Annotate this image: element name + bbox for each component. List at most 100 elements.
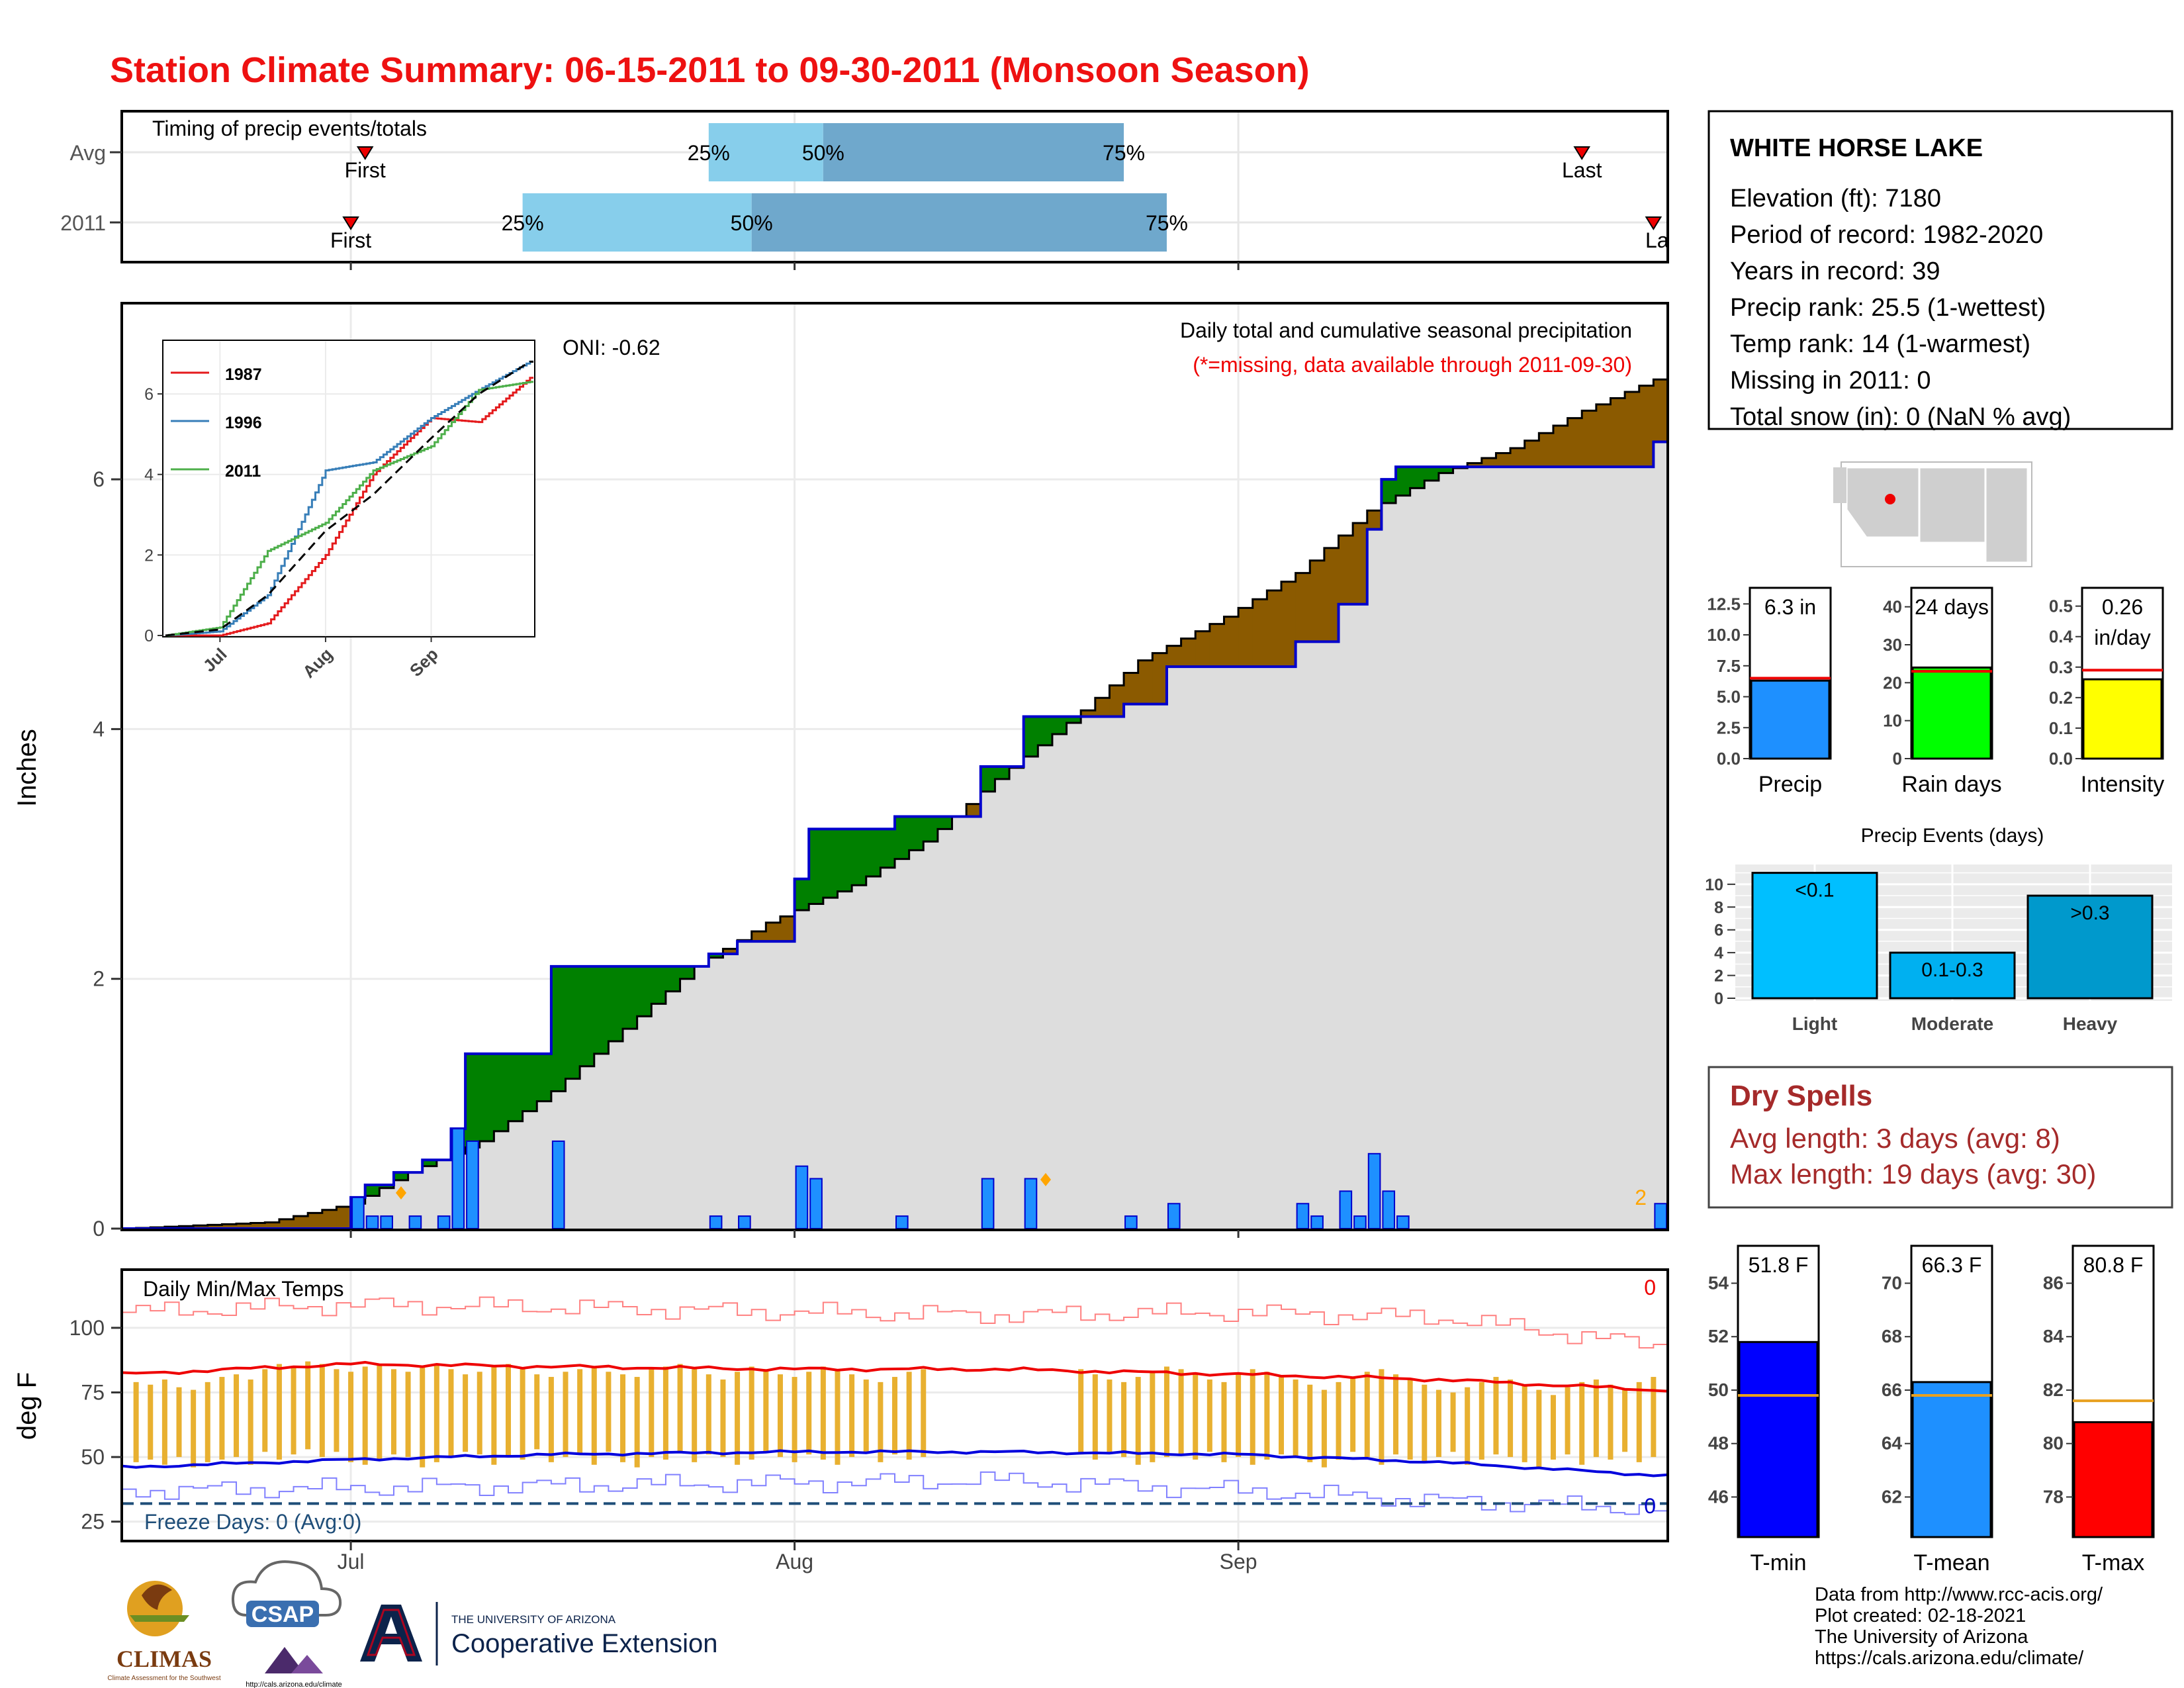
2011-iqr-high-band xyxy=(751,193,1167,252)
daily-temp-range-bar xyxy=(1121,1382,1127,1458)
avg-iqr-low-band xyxy=(708,123,823,181)
gauge-ytick-label: 0.3 xyxy=(2049,657,2073,677)
month-xtick-label: Aug xyxy=(776,1550,813,1573)
gauge-ytick-label: 62 xyxy=(1882,1486,1902,1507)
events-bar-label: <0.1 xyxy=(1795,880,1834,902)
gauge-ytick-label: 70 xyxy=(1882,1273,1902,1293)
deficit-segment xyxy=(1567,418,1582,467)
daily-temp-range-bar xyxy=(591,1366,597,1465)
surplus-segment xyxy=(1038,716,1053,745)
gauge-category-label: Rain days xyxy=(1901,772,2001,797)
daily-temp-range-bar xyxy=(620,1374,626,1462)
surplus-segment xyxy=(508,1053,523,1121)
surplus-segment xyxy=(895,816,910,859)
precip-panel: 2 Daily total and cumulative seasonal pr… xyxy=(13,302,1669,1241)
new-mexico-shape xyxy=(1918,466,1987,544)
gauge-ytick-label: 0.0 xyxy=(1717,749,1741,769)
2011-q50-label: 50% xyxy=(731,211,773,235)
precip-ytick-label: 2 xyxy=(93,967,105,991)
surplus-segment xyxy=(708,953,724,958)
daily-temp-range-bar xyxy=(692,1369,698,1462)
locator-map xyxy=(1833,461,2032,567)
gauge-value-label: 0.26 xyxy=(2102,595,2143,619)
temp-y-axis: 25 50 75 100 xyxy=(69,1316,122,1534)
daily-temp-range-bar xyxy=(1493,1377,1499,1455)
deficit-segment xyxy=(766,922,781,942)
temperature-panel: Daily Min/Max Temps 0 0 Freeze Days: 0 (… xyxy=(13,262,1669,1573)
avg-first-marker xyxy=(356,146,374,160)
daily-temp-range-bar xyxy=(534,1374,540,1450)
temp-lines xyxy=(121,1296,1668,1515)
daily-temp-range-bar xyxy=(390,1369,396,1455)
inset-series xyxy=(165,360,533,637)
deficit-segment xyxy=(1625,392,1640,467)
deficit-segment xyxy=(279,1219,295,1229)
deficit-segment xyxy=(1524,440,1539,467)
daily-temp-range-bar xyxy=(1465,1387,1471,1465)
daily-temp-range-bar xyxy=(463,1374,469,1452)
gauge-value-label: 66.3 F xyxy=(1922,1253,1982,1277)
events-bar-moderate xyxy=(1889,951,2016,1000)
arizona-a-mark xyxy=(360,1605,422,1662)
daily-temp-range-bar xyxy=(1135,1377,1141,1465)
events-bar-label: 0.1-0.3 xyxy=(1921,959,1983,981)
deficit-segment xyxy=(193,1225,208,1229)
daily-temp-range-bar xyxy=(1236,1374,1242,1458)
figure-title: Station Climate Summary: 06-15-2011 to 0… xyxy=(110,50,1310,90)
deficit-segment xyxy=(1081,710,1096,717)
surplus-segment xyxy=(551,966,567,1092)
temp-y-axis-label: deg F xyxy=(13,1372,42,1440)
csap-mountain xyxy=(265,1647,304,1673)
climas-emblem-ground xyxy=(130,1615,189,1622)
precip-y-axis: 0 2 4 6 xyxy=(93,467,122,1241)
daily-temp-range-bar xyxy=(892,1377,897,1455)
deficit-segment xyxy=(1267,590,1282,667)
deficit-segment xyxy=(1496,453,1511,467)
inset-gridlines xyxy=(164,342,533,636)
daily-precip-bar xyxy=(1382,1190,1396,1229)
daily-temp-range-bar xyxy=(720,1379,726,1458)
csap-badge xyxy=(246,1601,319,1627)
daily-precip-bar xyxy=(408,1215,422,1229)
station-info-frame xyxy=(1707,110,2173,430)
surplus-segment xyxy=(1424,467,1439,481)
daily-temp-range-bar xyxy=(1107,1379,1113,1452)
surplus-segment xyxy=(522,1053,537,1111)
gauge-value-label: 24 days xyxy=(1915,595,1989,619)
deficit-segment xyxy=(1467,463,1482,467)
inset-ytick-label: 2 xyxy=(144,546,154,565)
station-name: WHITE HORSE LAKE xyxy=(1730,134,1983,162)
daily-temp-range-bar xyxy=(1221,1382,1227,1462)
station-location-dot xyxy=(1885,494,1895,504)
daily-temp-range-bar xyxy=(1450,1392,1456,1452)
surplus-segment xyxy=(651,966,666,1004)
daily-temp-range-bar xyxy=(577,1369,583,1455)
gauge-ytick-label: 46 xyxy=(1708,1486,1729,1507)
deficit-segment xyxy=(236,1223,251,1229)
deficit-segment xyxy=(1338,536,1353,604)
daily-temp-range-bar xyxy=(763,1369,769,1452)
deficit-segment xyxy=(1209,624,1225,667)
surplus-segment xyxy=(1438,467,1454,473)
daily-temp-range-bar xyxy=(334,1369,340,1452)
gauge-category-label: Precip xyxy=(1758,772,1822,797)
daily-temp-range-bar xyxy=(1193,1374,1199,1460)
avg-q25-label: 25% xyxy=(688,141,730,165)
daily-temp-range-bar xyxy=(1206,1379,1212,1452)
dry-spells-box: Dry Spells Avg length: 3 days (avg: 8) M… xyxy=(1707,1066,2173,1209)
surplus-segment xyxy=(794,878,809,910)
daily-temp-range-bar xyxy=(749,1366,754,1460)
gauge-ytick-label: 0.5 xyxy=(2049,596,2073,616)
inset-line-1996 xyxy=(165,360,533,637)
climas-wordmark: CLIMAS xyxy=(116,1646,212,1672)
daily-temp-range-bar xyxy=(677,1364,683,1452)
surplus-segment xyxy=(623,966,638,1029)
daily-precip-bar xyxy=(981,1178,995,1229)
2011-q75-label: 75% xyxy=(1146,211,1188,235)
cumulative-2011-line xyxy=(122,440,1668,1230)
gauge-value-label: 51.8 F xyxy=(1749,1253,1809,1277)
daily-temp-range-bar xyxy=(477,1372,482,1455)
gauge-category-label: Intensity xyxy=(2081,772,2165,797)
ua-name: THE UNIVERSITY OF ARIZONA xyxy=(451,1613,616,1626)
precip-panel-note: Daily total and cumulative seasonal prec… xyxy=(1180,318,1632,342)
